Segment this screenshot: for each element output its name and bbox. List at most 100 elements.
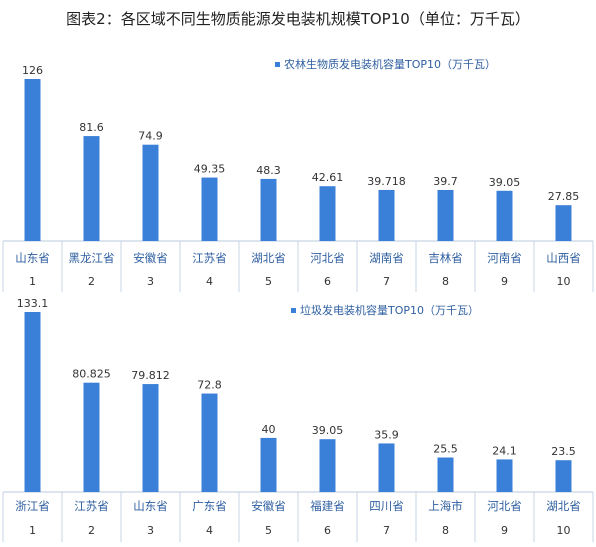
bar-group: 39.05 福建省 6 (310, 424, 345, 537)
legend: 垃圾发电装机容量TOP10（万千瓦） (291, 303, 479, 317)
category-table (2, 240, 594, 292)
category-label: 河北省 (487, 499, 522, 513)
category-table (2, 491, 594, 542)
data-label: 25.5 (433, 443, 458, 456)
rank-label: 3 (147, 524, 154, 537)
rank-label: 2 (88, 275, 95, 288)
bar (319, 186, 336, 241)
data-label: 24.1 (492, 444, 517, 457)
category-label: 河北省 (310, 251, 345, 265)
data-label: 126 (22, 64, 43, 77)
category-label: 山西省 (546, 251, 581, 265)
bar-group: 24.1 河北省 9 (487, 444, 522, 537)
bar-group: 126 山东省 1 (15, 64, 50, 288)
data-label: 80.825 (72, 368, 111, 381)
category-label: 浙江省 (15, 499, 50, 513)
legend-label: 垃圾发电装机容量TOP10（万千瓦） (300, 303, 479, 317)
bar (260, 178, 277, 241)
data-label: 42.61 (312, 171, 344, 184)
bar-group: 39.7 吉林省 8 (428, 175, 463, 288)
rank-label: 1 (29, 524, 36, 537)
bar (378, 443, 395, 492)
data-label: 39.718 (367, 175, 406, 188)
rank-label: 1 (29, 275, 36, 288)
data-label: 39.05 (489, 176, 521, 189)
legend-label: 农林生物质发电装机容量TOP10（万千瓦） (284, 57, 496, 71)
bar-group: 133.1 浙江省 1 (15, 297, 50, 537)
category-label: 山东省 (133, 499, 168, 513)
bar (437, 189, 454, 241)
legend-swatch (291, 308, 296, 313)
rank-label: 6 (324, 524, 331, 537)
legend-swatch (275, 62, 280, 67)
bar (24, 312, 41, 492)
chart-bottom: 垃圾发电装机容量TOP10（万千瓦） 133.1 浙江省 1 80.825 江苏省 2 79.… (2, 297, 594, 542)
bar-group: 49.35 江苏省 4 (192, 163, 227, 288)
category-label: 黑龙江省 (69, 251, 115, 265)
data-label: 39.05 (312, 424, 344, 437)
bar-group: 72.8 广东省 4 (192, 379, 227, 537)
data-label: 27.85 (548, 190, 580, 203)
rank-label: 8 (442, 275, 449, 288)
bar (201, 177, 218, 241)
bar (437, 457, 454, 492)
rank-label: 10 (557, 524, 571, 537)
bar-group: 39.718 湖南省 7 (367, 175, 406, 288)
data-label: 49.35 (194, 163, 226, 176)
data-label: 79.812 (131, 369, 170, 382)
rank-label: 10 (557, 275, 571, 288)
bar-group: 40 安徽省 5 (251, 423, 286, 537)
data-label: 40 (262, 423, 276, 436)
bar (319, 439, 336, 492)
bar (24, 79, 41, 241)
category-label: 河南省 (487, 251, 522, 265)
category-label: 福建省 (310, 499, 345, 513)
rank-label: 7 (383, 275, 390, 288)
bar (201, 393, 218, 492)
bar-group: 79.812 山东省 3 (131, 369, 170, 537)
bar (142, 384, 159, 492)
rank-label: 5 (265, 524, 272, 537)
rank-label: 6 (324, 275, 331, 288)
category-label: 广东省 (192, 499, 227, 513)
category-label: 山东省 (15, 251, 50, 265)
bar (260, 437, 277, 492)
rank-label: 4 (206, 275, 213, 288)
rank-label: 5 (265, 275, 272, 288)
bar (83, 136, 100, 241)
bar-group: 27.85 山西省 10 (546, 190, 581, 288)
bar (555, 205, 572, 241)
bar-group: 81.6 黑龙江省 2 (69, 121, 115, 288)
data-label: 35.9 (374, 428, 399, 441)
bar (83, 382, 100, 492)
bar (496, 459, 513, 492)
bar-group: 35.9 四川省 7 (369, 428, 404, 537)
page-title: 图表2：各区域不同生物质能源发电装机规模TOP10（单位：万千瓦） (66, 10, 530, 28)
rank-label: 3 (147, 275, 154, 288)
chart-top: 农林生物质发电装机容量TOP10（万千瓦） 126 山东省 1 81.6 黑龙江省 2 74.… (2, 57, 594, 292)
data-label: 48.3 (256, 164, 281, 177)
rank-label: 8 (442, 524, 449, 537)
data-label: 74.9 (138, 130, 163, 143)
rank-label: 9 (501, 524, 508, 537)
category-label: 江苏省 (74, 499, 109, 513)
bar-group: 74.9 安徽省 3 (133, 130, 168, 288)
category-label: 四川省 (369, 499, 404, 513)
bar-group: 48.3 湖北省 5 (251, 164, 286, 288)
bar (142, 144, 159, 241)
category-label: 湖南省 (369, 251, 404, 265)
category-label: 上海市 (428, 499, 463, 513)
bar (555, 460, 572, 492)
rank-label: 2 (88, 524, 95, 537)
data-label: 23.5 (551, 445, 576, 458)
bar-group: 23.5 湖北省 10 (546, 445, 581, 537)
data-label: 81.6 (79, 121, 104, 134)
data-label: 39.7 (433, 175, 458, 188)
bar-group: 80.825 江苏省 2 (72, 368, 111, 537)
category-label: 安徽省 (251, 499, 286, 513)
bar (378, 189, 395, 241)
data-label: 72.8 (197, 379, 222, 392)
rank-label: 7 (383, 524, 390, 537)
bar (496, 190, 513, 241)
rank-label: 9 (501, 275, 508, 288)
